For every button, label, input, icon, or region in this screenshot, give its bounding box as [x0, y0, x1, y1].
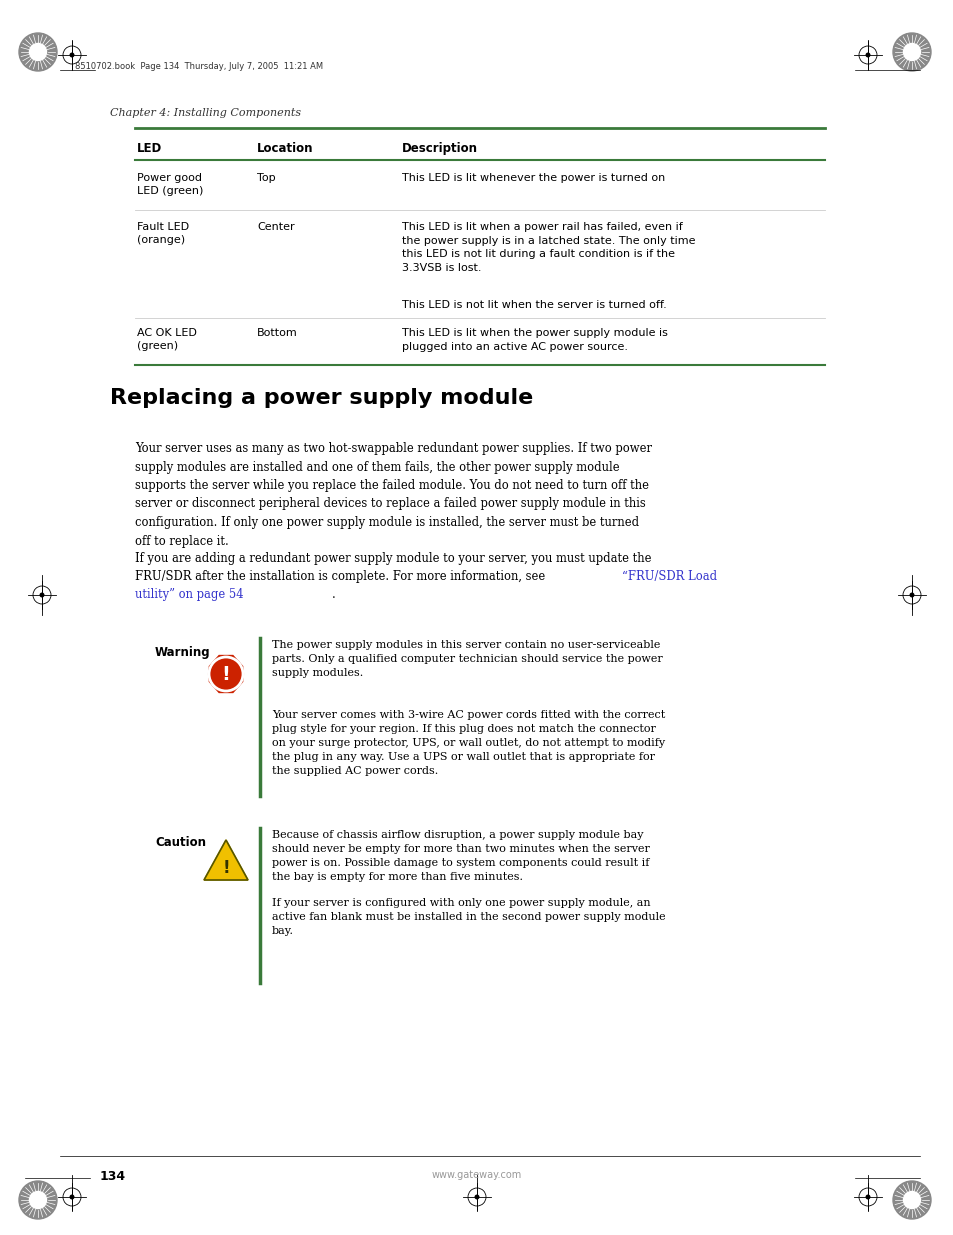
Text: This LED is lit when the power supply module is
plugged into an active AC power : This LED is lit when the power supply mo… [401, 329, 667, 352]
Polygon shape [209, 656, 242, 693]
Text: Power good
LED (green): Power good LED (green) [137, 173, 203, 196]
Text: Top: Top [256, 173, 275, 183]
Text: !: ! [222, 860, 230, 877]
Circle shape [30, 1192, 47, 1209]
Circle shape [19, 1181, 57, 1219]
Circle shape [892, 33, 930, 70]
Text: Because of chassis airflow disruption, a power supply module bay
should never be: Because of chassis airflow disruption, a… [272, 830, 649, 882]
Circle shape [902, 43, 920, 61]
Text: LED: LED [137, 142, 162, 156]
Text: 134: 134 [100, 1170, 126, 1183]
Text: The power supply modules in this server contain no user-serviceable
parts. Only : The power supply modules in this server … [272, 640, 662, 678]
Text: This LED is lit whenever the power is turned on: This LED is lit whenever the power is tu… [401, 173, 664, 183]
Text: Location: Location [256, 142, 314, 156]
Text: Caution: Caution [154, 836, 206, 848]
Text: Description: Description [401, 142, 477, 156]
Text: If you are adding a redundant power supply module to your server, you must updat: If you are adding a redundant power supp… [135, 552, 651, 564]
Text: If your server is configured with only one power supply module, an
active fan bl: If your server is configured with only o… [272, 898, 665, 936]
Circle shape [19, 33, 57, 70]
Text: “FRU/SDR Load: “FRU/SDR Load [621, 571, 717, 583]
Text: Chapter 4: Installing Components: Chapter 4: Installing Components [110, 107, 301, 119]
Circle shape [39, 593, 45, 598]
Polygon shape [204, 840, 248, 881]
Text: Replacing a power supply module: Replacing a power supply module [110, 388, 533, 408]
Text: utility” on page 54: utility” on page 54 [135, 588, 243, 601]
Circle shape [908, 593, 914, 598]
Text: Fault LED
(orange): Fault LED (orange) [137, 222, 189, 246]
Circle shape [30, 43, 47, 61]
Circle shape [892, 1181, 930, 1219]
Circle shape [902, 1192, 920, 1209]
Text: AC OK LED
(green): AC OK LED (green) [137, 329, 196, 351]
Circle shape [70, 53, 74, 58]
Circle shape [474, 1194, 479, 1199]
Text: Warning: Warning [154, 646, 211, 659]
Text: 8510702.book  Page 134  Thursday, July 7, 2005  11:21 AM: 8510702.book Page 134 Thursday, July 7, … [75, 62, 323, 70]
Circle shape [864, 1194, 869, 1199]
Text: FRU/SDR after the installation is complete. For more information, see: FRU/SDR after the installation is comple… [135, 571, 548, 583]
Text: This LED is not lit when the server is turned off.: This LED is not lit when the server is t… [401, 300, 666, 310]
Circle shape [70, 1194, 74, 1199]
Text: Bottom: Bottom [256, 329, 297, 338]
Text: Your server comes with 3-wire AC power cords fitted with the correct
plug style : Your server comes with 3-wire AC power c… [272, 710, 664, 776]
Text: Your server uses as many as two hot-swappable redundant power supplies. If two p: Your server uses as many as two hot-swap… [135, 442, 651, 547]
Circle shape [209, 657, 243, 692]
Text: www.gateway.com: www.gateway.com [432, 1170, 521, 1179]
Text: Center: Center [256, 222, 294, 232]
Text: This LED is lit when a power rail has failed, even if
the power supply is in a l: This LED is lit when a power rail has fa… [401, 222, 695, 273]
Circle shape [864, 53, 869, 58]
Text: !: ! [221, 664, 231, 683]
Text: .: . [332, 588, 335, 601]
